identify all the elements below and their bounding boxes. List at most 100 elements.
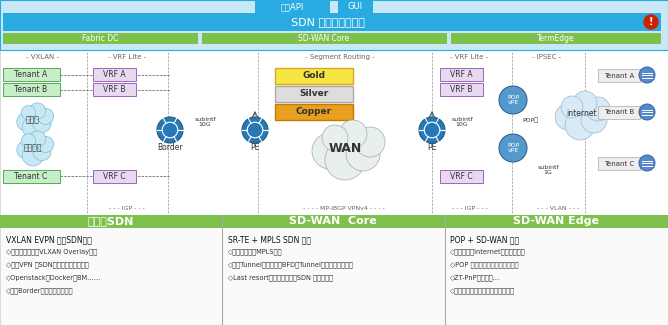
Text: WAN: WAN: [329, 141, 361, 154]
Text: SD-WAN  Core: SD-WAN Core: [289, 216, 377, 227]
Text: PE: PE: [428, 144, 437, 152]
Circle shape: [22, 144, 44, 166]
Bar: [440, 170, 483, 183]
Text: ◇Openstack、Docker、BM……: ◇Openstack、Docker、BM……: [6, 274, 102, 280]
Circle shape: [21, 106, 35, 120]
Text: POP + SD-WAN 架构: POP + SD-WAN 架构: [450, 235, 519, 244]
Text: Copper: Copper: [296, 108, 332, 116]
Text: ◇POP 简化，多如接层网，多入口: ◇POP 简化，多如接层网，多入口: [450, 261, 518, 267]
Circle shape: [322, 125, 348, 151]
Bar: [255, 0, 330, 13]
Bar: [0, 215, 668, 325]
Text: - VRF Lite -: - VRF Lite -: [450, 54, 488, 60]
Bar: [3, 33, 198, 44]
Text: Tenant A: Tenant A: [604, 72, 634, 79]
Text: VRF B: VRF B: [450, 85, 472, 94]
Circle shape: [17, 141, 35, 159]
Text: ◇支持专线和Internet双接入层网络: ◇支持专线和Internet双接入层网络: [450, 248, 526, 254]
Circle shape: [29, 131, 45, 147]
Text: Gold: Gold: [303, 72, 325, 81]
Text: ◇简化并极大化MPLS配置: ◇简化并极大化MPLS配置: [228, 248, 283, 254]
Text: SD-WAN Core: SD-WAN Core: [299, 34, 349, 43]
Text: 私有云: 私有云: [26, 115, 40, 124]
Text: - IPSEC -: - IPSEC -: [532, 54, 562, 60]
Bar: [440, 68, 483, 81]
Text: POP
vPE: POP vPE: [507, 95, 519, 105]
Bar: [93, 170, 136, 183]
Text: Tenant A: Tenant A: [15, 70, 47, 79]
Circle shape: [17, 113, 35, 131]
Circle shape: [339, 120, 367, 148]
Text: !: !: [649, 17, 653, 27]
Circle shape: [555, 104, 581, 130]
Text: subintf
10G: subintf 10G: [194, 117, 216, 127]
Circle shape: [312, 133, 348, 169]
Bar: [275, 68, 353, 84]
Text: POP局: POP局: [522, 117, 538, 123]
Text: Tenant B: Tenant B: [15, 85, 47, 94]
Bar: [93, 83, 136, 96]
Text: subintf
1G: subintf 1G: [537, 164, 559, 176]
Text: PE: PE: [250, 144, 260, 152]
Text: VRF C: VRF C: [450, 172, 472, 181]
Text: - - - IGP - - -: - - - IGP - - -: [452, 205, 488, 211]
Text: subintf
10G: subintf 10G: [451, 117, 473, 127]
Bar: [93, 68, 136, 81]
Circle shape: [346, 137, 380, 171]
Text: - - - IGP - - -: - - - IGP - - -: [109, 205, 145, 211]
Bar: [338, 0, 373, 13]
Text: VRF C: VRF C: [103, 172, 126, 181]
Text: GUI: GUI: [347, 2, 363, 11]
Bar: [275, 104, 353, 120]
Bar: [0, 215, 668, 228]
Circle shape: [37, 108, 53, 124]
Text: - VRF Lite -: - VRF Lite -: [108, 54, 146, 60]
Circle shape: [499, 86, 527, 114]
Text: internet: internet: [566, 109, 597, 118]
Text: - - - VLAN - - -: - - - VLAN - - -: [537, 205, 579, 211]
Text: SDN 网络业务编排器: SDN 网络业务编排器: [291, 17, 365, 27]
Bar: [598, 106, 640, 119]
Text: SD-WAN Edge: SD-WAN Edge: [513, 216, 599, 227]
Circle shape: [29, 103, 45, 119]
Text: ◇Last resort策略，不依赖中SDN 控制器路径: ◇Last resort策略，不依赖中SDN 控制器路径: [228, 274, 333, 280]
Text: POP
vPE: POP vPE: [507, 143, 519, 153]
Text: ◇云数据中心基于VLXAN Overlay架构: ◇云数据中心基于VLXAN Overlay架构: [6, 248, 97, 254]
Bar: [451, 33, 661, 44]
Text: - VXLAN -: - VXLAN -: [27, 54, 59, 60]
Text: 公共资源: 公共资源: [24, 144, 42, 152]
Text: ◇组入接入层实现平行发布连绝策略: ◇组入接入层实现平行发布连绝策略: [450, 287, 515, 293]
Text: Tenant B: Tenant B: [604, 110, 634, 115]
Circle shape: [639, 104, 655, 120]
Bar: [0, 50, 668, 215]
Bar: [598, 157, 640, 170]
Text: ◇组入Border实现跨行敏捷调度: ◇组入Border实现跨行敏捷调度: [6, 287, 73, 293]
Text: Tenant C: Tenant C: [15, 172, 47, 181]
Circle shape: [639, 67, 655, 83]
Bar: [598, 69, 640, 82]
Circle shape: [581, 107, 607, 133]
Bar: [0, 0, 668, 50]
Text: 云中心SDN: 云中心SDN: [88, 216, 134, 227]
Text: ◇优化Tunnel模型（本地BFD检Tunnel状态，快速切换）: ◇优化Tunnel模型（本地BFD检Tunnel状态，快速切换）: [228, 261, 354, 267]
Text: Silver: Silver: [299, 89, 329, 98]
Bar: [3, 13, 661, 31]
Circle shape: [33, 115, 51, 133]
Bar: [3, 170, 60, 183]
Text: VXLAN EVPN 融合SDN架构: VXLAN EVPN 融合SDN架构: [6, 235, 92, 244]
Circle shape: [573, 91, 597, 115]
Circle shape: [639, 155, 655, 171]
Circle shape: [325, 140, 365, 180]
Circle shape: [565, 110, 595, 140]
Text: Tenant C: Tenant C: [604, 161, 634, 166]
Text: - Segment Routing -: - Segment Routing -: [305, 54, 375, 60]
Text: SR-TE + MPLS SDN 架构: SR-TE + MPLS SDN 架构: [228, 235, 311, 244]
Circle shape: [157, 117, 183, 143]
Text: VRF B: VRF B: [103, 85, 126, 94]
Bar: [440, 83, 483, 96]
Circle shape: [586, 97, 610, 121]
Text: ◇基于VPN 和SDN的路由策略统一管理: ◇基于VPN 和SDN的路由策略统一管理: [6, 261, 89, 267]
Circle shape: [499, 134, 527, 162]
Circle shape: [21, 134, 35, 148]
Circle shape: [419, 117, 445, 143]
